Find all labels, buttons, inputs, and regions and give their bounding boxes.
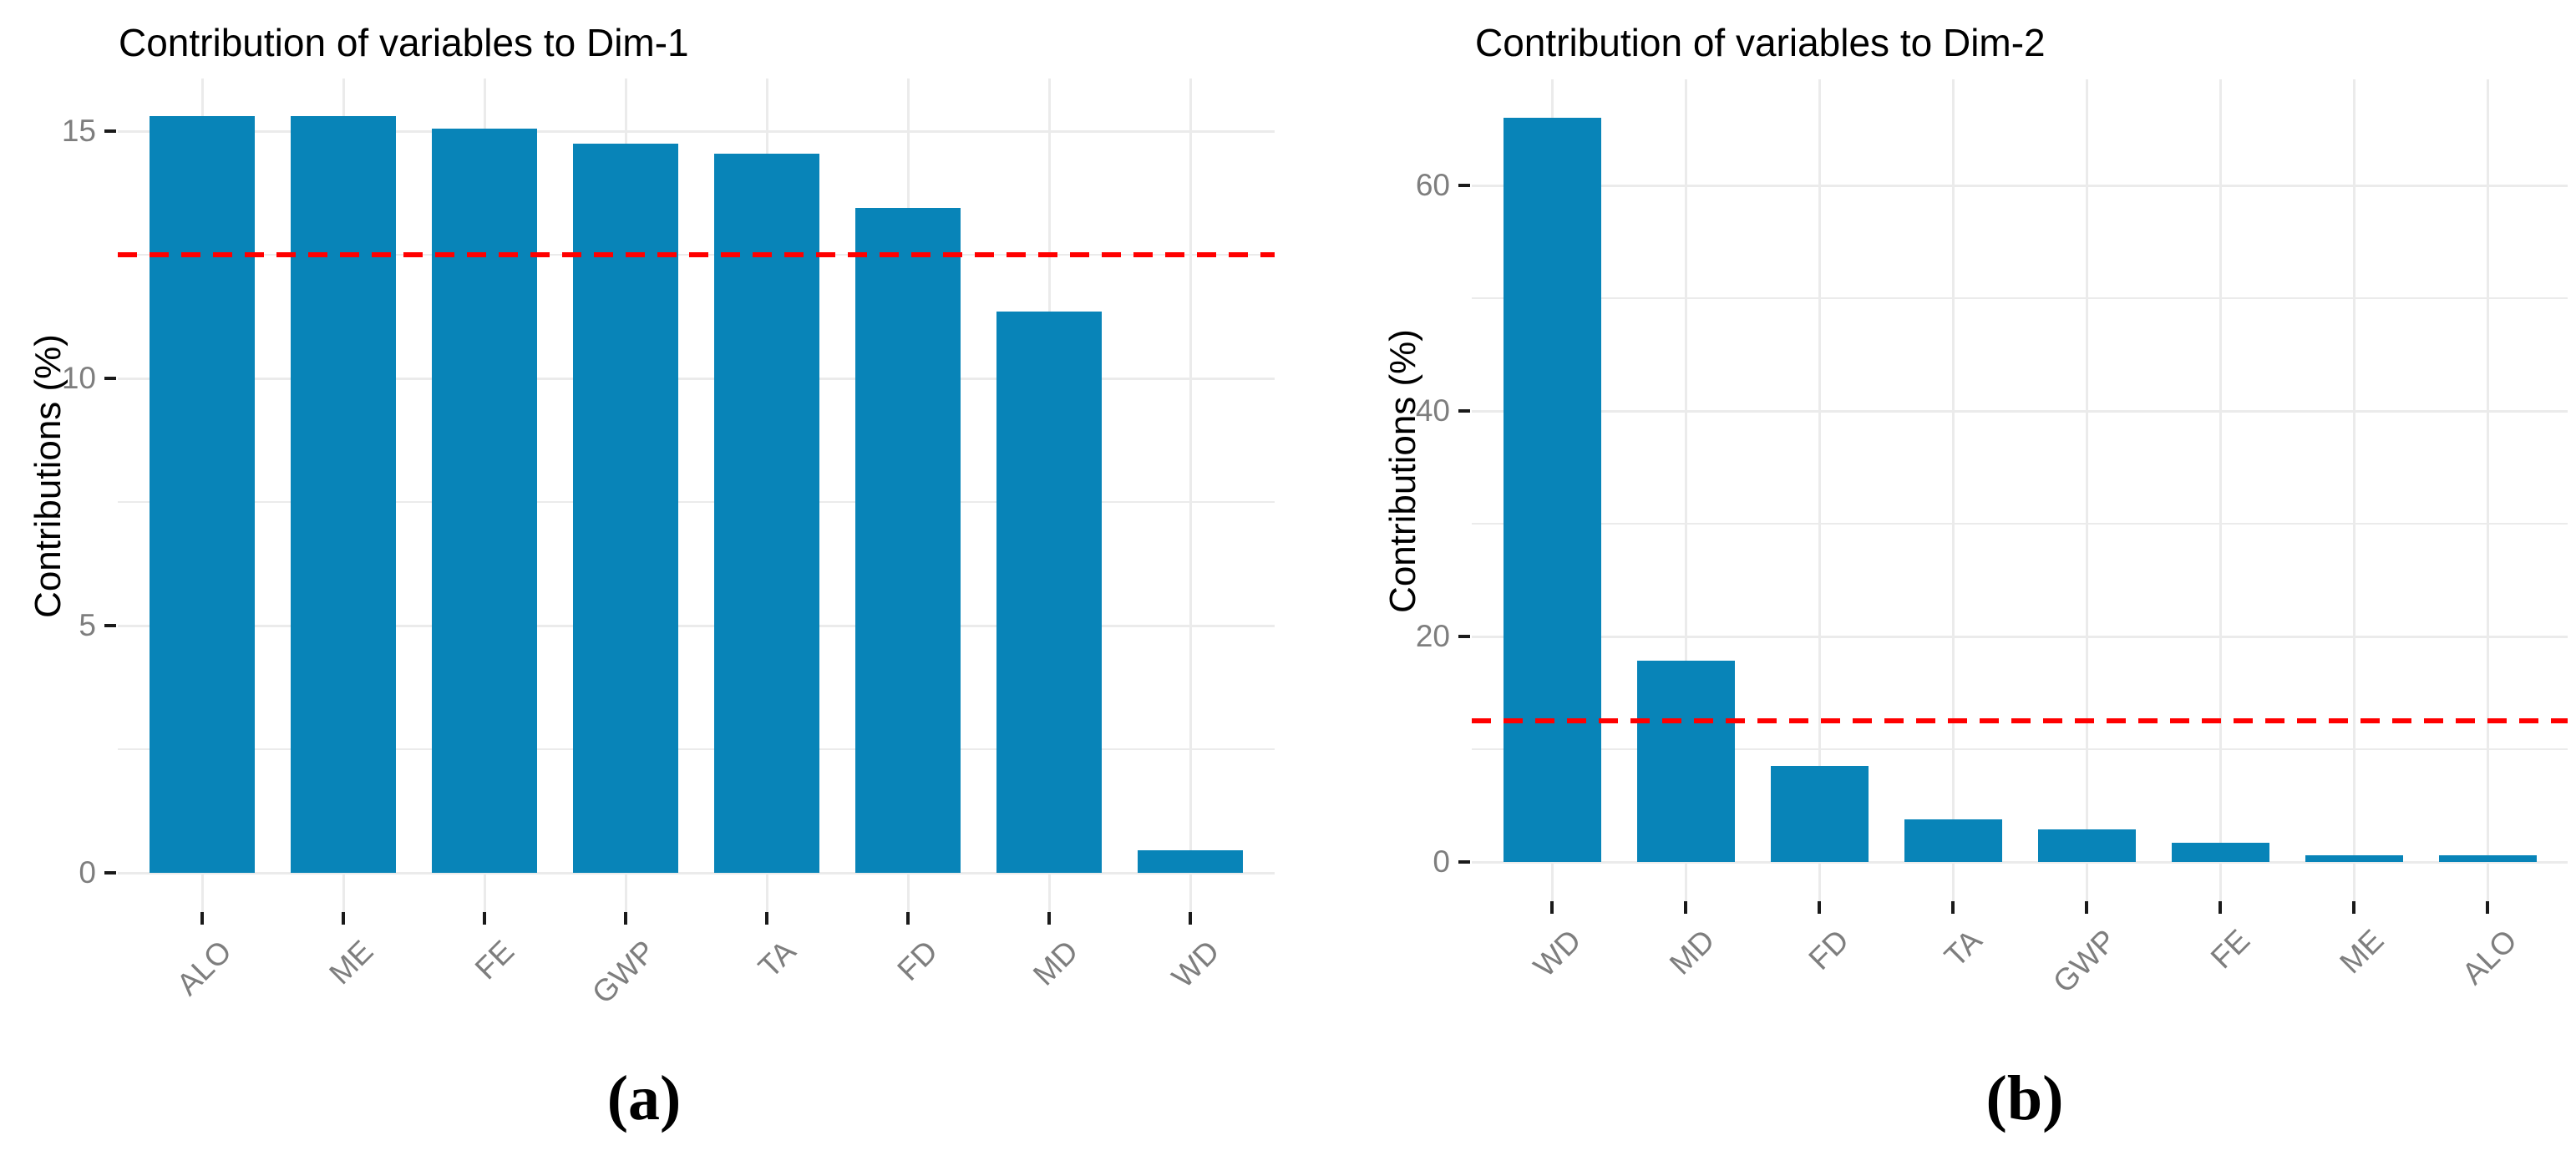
h-gridline-minor bbox=[118, 501, 1275, 503]
y-tick-label: 0 bbox=[79, 855, 96, 890]
h-gridline-major bbox=[118, 872, 1275, 874]
bar-fd bbox=[855, 208, 961, 873]
y-tick-label: 5 bbox=[79, 608, 96, 642]
h-gridline-major bbox=[118, 625, 1275, 627]
x-tick-mark bbox=[2352, 901, 2355, 914]
h-gridline-major bbox=[118, 378, 1275, 380]
x-tick-mark bbox=[2219, 901, 2222, 914]
x-tick-mark bbox=[483, 912, 486, 925]
y-tick-mark bbox=[104, 624, 116, 627]
bar-gwp bbox=[2038, 829, 2136, 862]
bar-md bbox=[1637, 661, 1735, 862]
y-tick-mark bbox=[104, 377, 116, 380]
x-tick-mark bbox=[2486, 901, 2489, 914]
x-tick-mark bbox=[1550, 901, 1554, 914]
h-gridline-minor bbox=[118, 748, 1275, 750]
y-tick-label: 60 bbox=[1415, 168, 1450, 202]
h-gridline-major bbox=[1472, 410, 2568, 413]
v-gridline bbox=[1189, 79, 1192, 912]
x-tick-mark bbox=[1684, 901, 1687, 914]
y-tick-label: 10 bbox=[61, 361, 96, 395]
v-gridline bbox=[1818, 79, 1821, 901]
x-tick-label: TA bbox=[1938, 923, 1989, 974]
x-tick-mark bbox=[342, 912, 345, 925]
x-tick-label: FE bbox=[2203, 923, 2256, 976]
y-tick-mark bbox=[1458, 635, 1470, 638]
x-tick-mark bbox=[1047, 912, 1051, 925]
h-gridline-minor bbox=[1472, 748, 2568, 750]
h-gridline-major bbox=[1472, 636, 2568, 638]
h-gridline-minor bbox=[1472, 523, 2568, 525]
x-tick-mark bbox=[1818, 901, 1821, 914]
bar-alo bbox=[2439, 855, 2537, 862]
bar-ta bbox=[1904, 819, 2002, 862]
v-gridline bbox=[1685, 79, 1687, 901]
y-tick-mark bbox=[1458, 409, 1470, 413]
x-tick-label: FD bbox=[1802, 923, 1855, 976]
reference-line bbox=[1472, 718, 2568, 723]
y-tick-mark bbox=[104, 871, 116, 874]
h-gridline-minor bbox=[1472, 297, 2568, 299]
bar-gwp bbox=[573, 144, 678, 873]
x-tick-label: WD bbox=[1527, 923, 1588, 984]
v-gridline bbox=[2086, 79, 2088, 901]
x-tick-mark bbox=[765, 912, 768, 925]
bar-me bbox=[291, 116, 396, 873]
y-tick-mark bbox=[104, 129, 116, 133]
x-tick-label: GWP bbox=[2046, 923, 2122, 1000]
chart-title-dim2: Contribution of variables to Dim-2 bbox=[1475, 21, 2046, 64]
bar-me bbox=[2305, 855, 2403, 862]
bar-alo bbox=[150, 116, 255, 873]
v-gridline bbox=[2487, 79, 2489, 901]
x-tick-mark bbox=[2085, 901, 2088, 914]
y-tick-mark bbox=[1458, 860, 1470, 864]
x-tick-mark bbox=[1189, 912, 1192, 925]
y-tick-label: 20 bbox=[1415, 619, 1450, 653]
h-gridline-major bbox=[1472, 861, 2568, 864]
y-tick-label: 0 bbox=[1433, 844, 1450, 879]
y-tick-label: 40 bbox=[1415, 393, 1450, 428]
bar-wd bbox=[1138, 850, 1243, 873]
bar-ta bbox=[714, 154, 819, 873]
bar-md bbox=[996, 312, 1102, 873]
v-gridline bbox=[2353, 79, 2355, 901]
h-gridline-major bbox=[118, 130, 1275, 133]
h-gridline-major bbox=[1472, 185, 2568, 187]
chart-title-dim1: Contribution of variables to Dim-1 bbox=[119, 21, 689, 64]
x-tick-mark bbox=[624, 912, 627, 925]
x-tick-label: ME bbox=[2332, 923, 2390, 981]
bar-fe bbox=[2172, 843, 2269, 862]
x-tick-label: ALO bbox=[2455, 923, 2523, 991]
y-tick-mark bbox=[1458, 184, 1470, 187]
subfigure-caption-a: (a) bbox=[606, 1063, 682, 1133]
v-gridline bbox=[1952, 79, 1955, 901]
bar-wd bbox=[1504, 118, 1601, 862]
subfigure-caption-b: (b) bbox=[1985, 1063, 2064, 1133]
x-tick-mark bbox=[200, 912, 204, 925]
y-tick-label: 15 bbox=[61, 114, 96, 148]
bar-fd bbox=[1771, 766, 1869, 862]
v-gridline bbox=[2219, 79, 2222, 901]
x-tick-label: MD bbox=[1663, 923, 1722, 981]
x-tick-mark bbox=[906, 912, 910, 925]
x-tick-mark bbox=[1951, 901, 1955, 914]
reference-line bbox=[118, 252, 1275, 257]
